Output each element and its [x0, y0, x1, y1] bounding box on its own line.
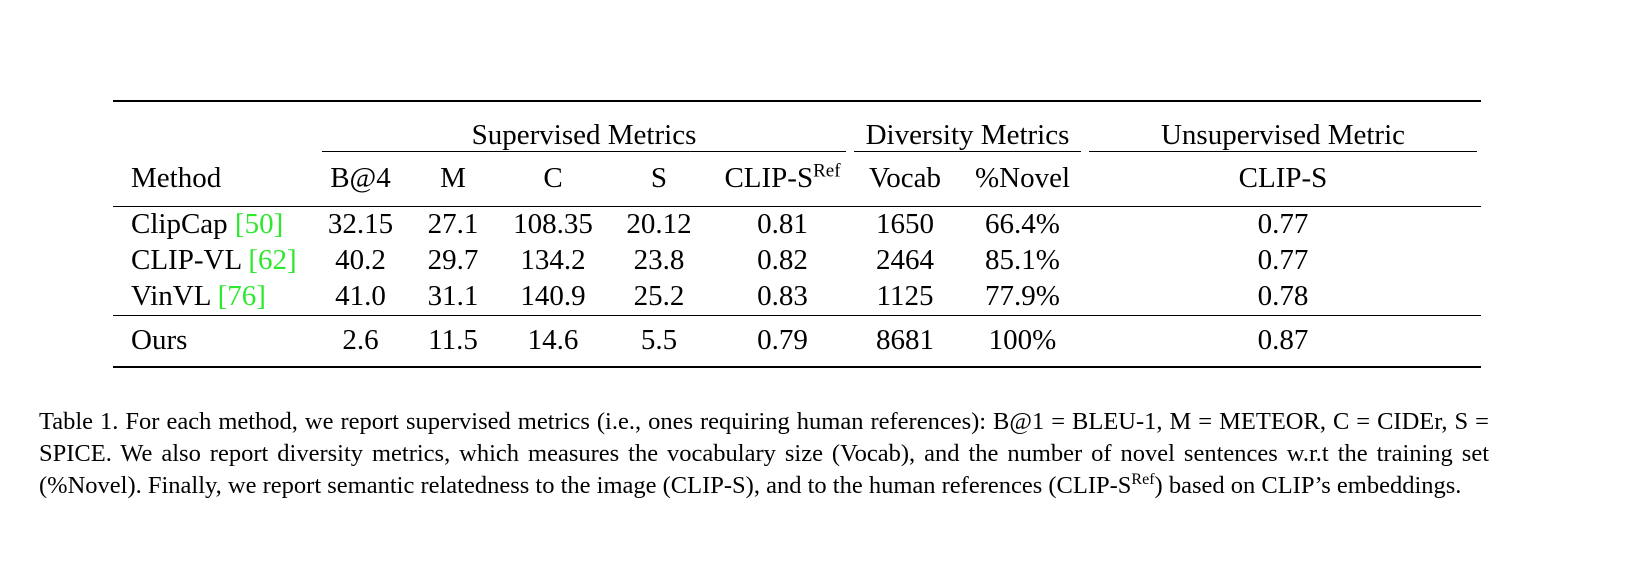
cell-m: 31.1 — [427, 280, 479, 313]
column-header-clip-s-ref-text: CLIP-S — [724, 162, 814, 195]
cell-s: 20.12 — [626, 208, 692, 241]
method-cell: VinVL [76] — [113, 279, 318, 316]
cell-clip-s: 0.78 — [1257, 280, 1309, 313]
cell-s: 23.8 — [633, 244, 685, 277]
method-cell: ClipCap [50] — [113, 207, 318, 244]
method-name: VinVL — [131, 280, 218, 313]
table-row: CLIP-VL [62] 40.2 29.7 134.2 23.8 0.82 2… — [113, 243, 1481, 279]
cell-vocab: 1650 — [876, 208, 934, 241]
method-name: CLIP-VL — [131, 244, 249, 277]
caption-superscript: Ref — [1131, 470, 1155, 488]
column-header-c: C — [543, 162, 563, 195]
cell-vocab: 2464 — [876, 244, 934, 277]
cell-c: 140.9 — [520, 280, 586, 313]
cell-b4: 2.6 — [342, 324, 379, 357]
cell-m: 27.1 — [427, 208, 479, 241]
results-table-container: Supervised Metrics Diversity Metrics Uns… — [113, 100, 1481, 368]
group-header-unsupervised: Unsupervised Metric — [1085, 101, 1481, 152]
cell-c: 134.2 — [520, 244, 586, 277]
column-header-clip-s-ref-sup: Ref — [813, 160, 841, 182]
cell-novel: 77.9% — [985, 280, 1060, 313]
table-caption: Table 1. For each method, we report supe… — [39, 406, 1489, 502]
cell-clip-s: 0.77 — [1257, 244, 1309, 277]
cell-m: 29.7 — [427, 244, 479, 277]
cell-s: 5.5 — [640, 324, 678, 357]
cell-vocab: 8681 — [876, 324, 934, 357]
column-header-clip-s-ref: CLIP-SRef — [715, 152, 850, 207]
method-cell: CLIP-VL [62] — [113, 243, 318, 279]
table-row: VinVL [76] 41.0 31.1 140.9 25.2 0.83 112… — [113, 279, 1481, 316]
cell-novel: 100% — [988, 324, 1057, 357]
cell-b4: 32.15 — [327, 208, 394, 241]
cell-novel: 85.1% — [985, 244, 1060, 277]
group-header-row: Supervised Metrics Diversity Metrics Uns… — [113, 101, 1481, 152]
column-header-vocab: Vocab — [869, 162, 941, 195]
column-header-novel: %Novel — [974, 162, 1071, 195]
cell-c: 108.35 — [513, 208, 593, 241]
column-header-s: S — [650, 162, 668, 195]
method-name: ClipCap — [131, 208, 235, 241]
table-row-ours: Ours 2.6 11.5 14.6 5.5 0.79 8681 100% 0.… — [113, 315, 1481, 368]
cell-clip-s-ref: 0.81 — [757, 208, 808, 241]
column-header-method: Method — [131, 162, 222, 195]
column-header-m: M — [440, 162, 466, 195]
cell-b4: 40.2 — [335, 244, 386, 277]
cell-s: 25.2 — [633, 280, 685, 313]
citation-link[interactable]: [50] — [234, 208, 284, 241]
group-header-supervised: Supervised Metrics — [318, 101, 850, 152]
method-name: Ours — [131, 324, 188, 357]
caption-text: Table 1. For each method, we report supe… — [39, 407, 1489, 499]
caption-text-end: ) based on CLIP’s embeddings. — [1154, 471, 1462, 499]
cell-clip-s-ref: 0.83 — [757, 280, 808, 313]
cell-clip-s-ref: 0.82 — [757, 244, 808, 277]
citation-link[interactable]: [76] — [217, 280, 266, 313]
cell-vocab: 1125 — [876, 280, 934, 313]
cell-clip-s-ref: 0.79 — [757, 324, 808, 357]
cell-novel: 66.4% — [985, 208, 1060, 241]
column-header-row: Method B@4 M C S CLIP-SRef Vocab %Novel … — [113, 152, 1481, 207]
method-cell: Ours — [113, 316, 318, 368]
cell-clip-s: 0.77 — [1257, 208, 1309, 241]
table-row: ClipCap [50] 32.15 27.1 108.35 20.12 0.8… — [113, 206, 1481, 244]
cell-m: 11.5 — [428, 324, 478, 357]
group-header-empty — [113, 101, 318, 152]
citation-link[interactable]: [62] — [248, 244, 297, 277]
cell-c: 14.6 — [527, 324, 579, 357]
results-table: Supervised Metrics Diversity Metrics Uns… — [113, 100, 1481, 368]
group-header-diversity: Diversity Metrics — [850, 101, 1085, 152]
cell-b4: 41.0 — [335, 280, 386, 313]
column-header-clip-s: CLIP-S — [1238, 162, 1328, 195]
column-header-b4: B@4 — [330, 162, 391, 195]
cell-clip-s: 0.87 — [1257, 324, 1309, 357]
